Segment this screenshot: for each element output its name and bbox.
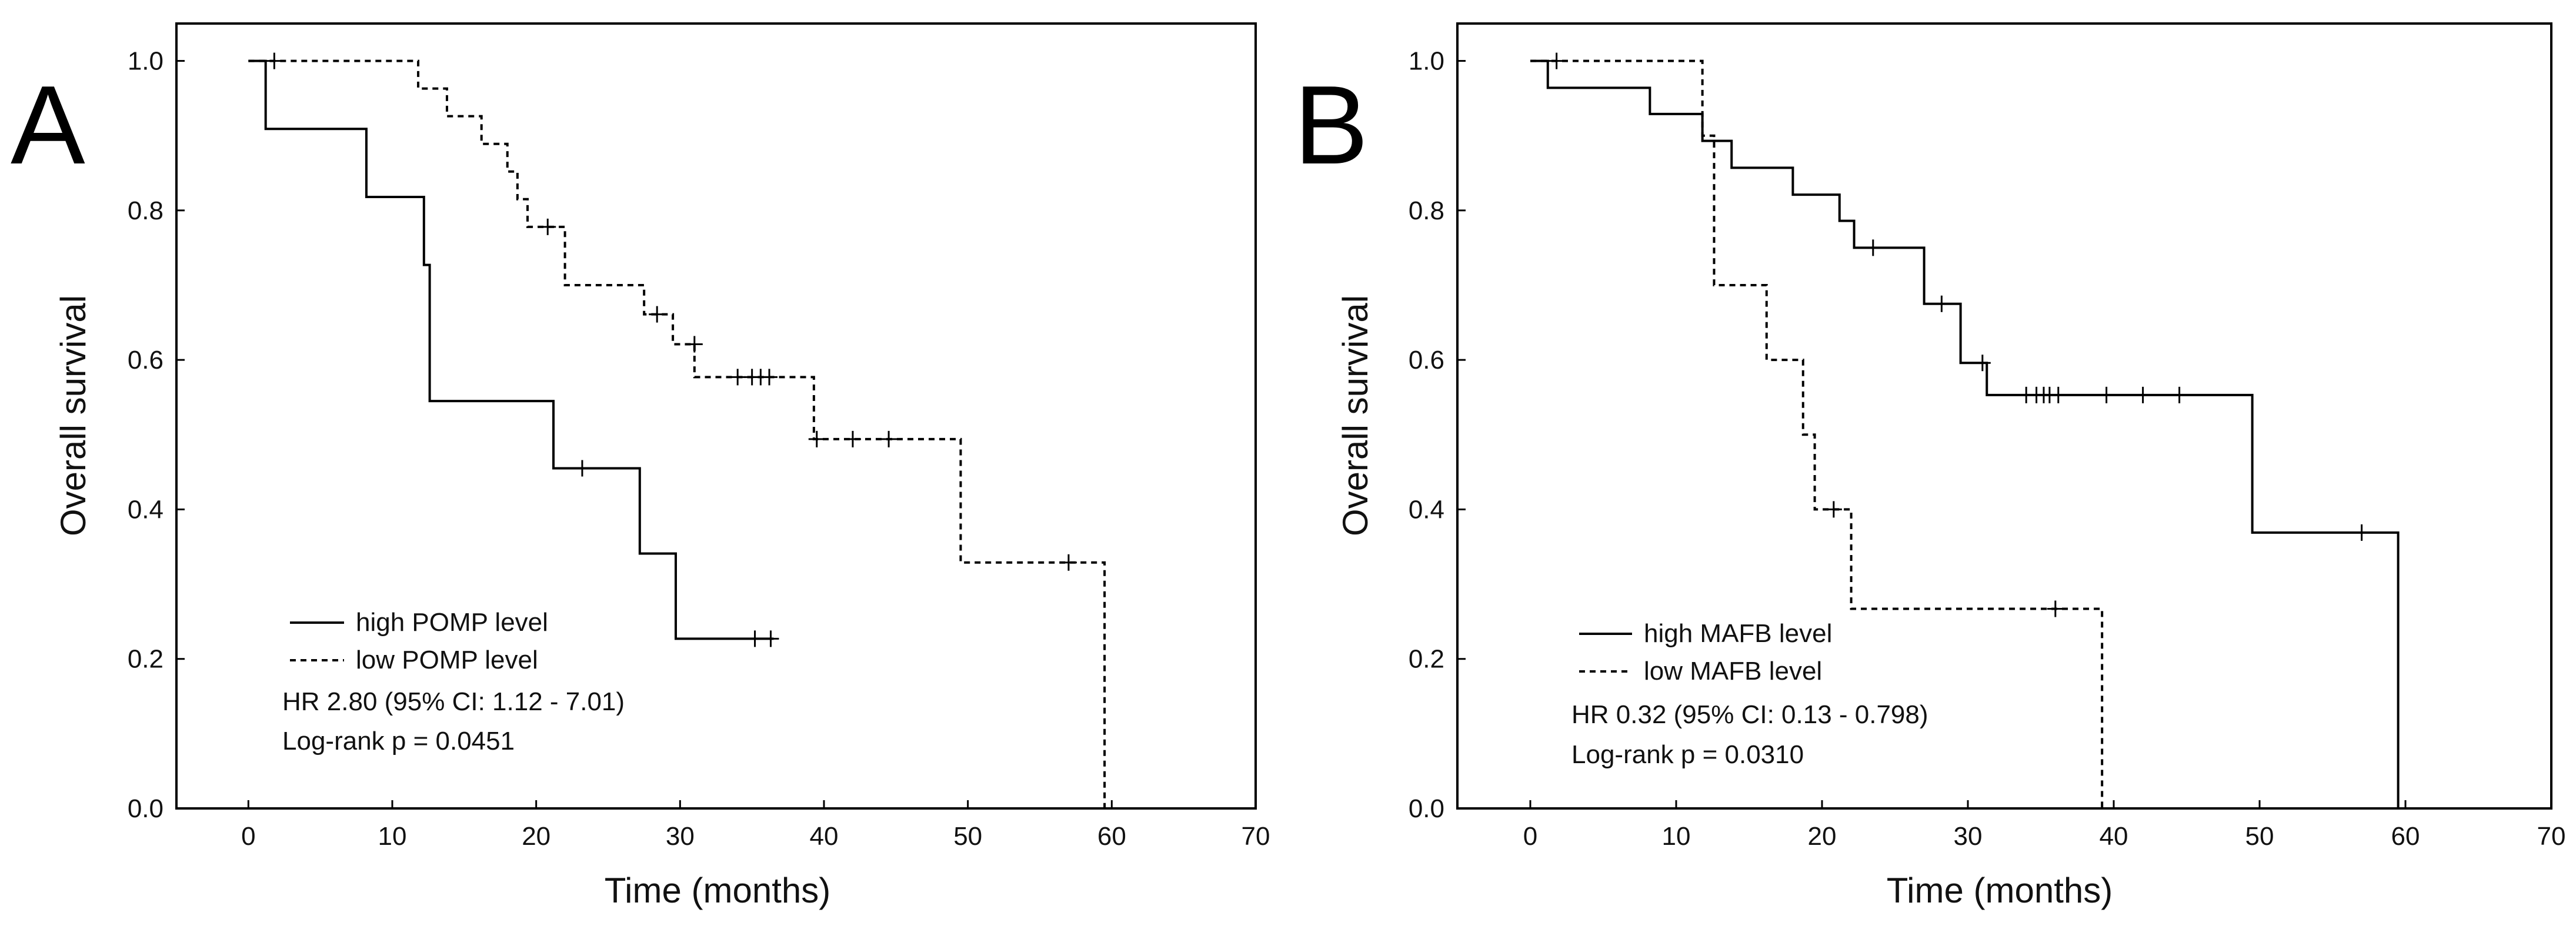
y-tick-label: 0.2 (1409, 645, 1444, 674)
censor-mark (729, 369, 746, 386)
panel-b-plot-frame (1456, 22, 2552, 810)
x-tick-label: 40 (2100, 822, 2128, 851)
x-tick-label: 60 (1097, 822, 1126, 851)
km-curve-high (1530, 59, 2400, 808)
y-tick-label: 0.2 (128, 645, 163, 674)
y-tick-label: 0.6 (1409, 346, 1444, 375)
x-tick-label: 0 (1523, 822, 1537, 851)
censor-mark (1933, 295, 1950, 312)
censor-mark (2050, 386, 2067, 403)
censor-mark (539, 218, 556, 235)
y-tick-label: 0.4 (1409, 495, 1444, 524)
panel-b-y-ticks: 0.0 0.2 0.4 0.6 0.8 1.0 (1409, 47, 1466, 823)
panel-a-y-ticks: 0.0 0.2 0.4 0.6 0.8 1.0 (128, 47, 185, 823)
y-tick-label: 0.6 (128, 346, 163, 375)
x-tick-label: 20 (1808, 822, 1837, 851)
panel-a-logrank-annotation: Log-rank p = 0.0451 (282, 727, 515, 756)
censor-mark (573, 460, 590, 477)
km-curve-high (248, 59, 774, 640)
censor-mark (808, 430, 825, 447)
y-tick-label: 0.4 (128, 495, 163, 524)
censor-mark (761, 369, 778, 386)
censor-mark (1060, 554, 1077, 571)
panel-b-legend-low: low MAFB level (1644, 657, 1822, 686)
censor-mark (2353, 524, 2370, 541)
censor-mark (1974, 355, 1991, 372)
x-tick-label: 0 (241, 822, 255, 851)
panel-a-plot-frame (175, 22, 1257, 810)
x-tick-label: 70 (1242, 822, 1270, 851)
panel-b-letter: B (1294, 63, 1369, 188)
panel-a-legend-high: high POMP level (356, 608, 548, 637)
censor-mark (880, 430, 897, 447)
censor-mark (2171, 386, 2188, 403)
panel-b-x-ticks: 0 10 20 30 40 50 60 70 (1523, 800, 2566, 851)
km-curve-low (248, 59, 1106, 808)
censor-mark (762, 630, 779, 647)
panel-b-censor-marks (1548, 52, 2370, 617)
panel-b: B 0.0 0.2 0.4 0.6 0.8 1.0 0 10 20 30 40 50 60 70 Ove… (1294, 22, 2566, 910)
censor-mark (649, 306, 666, 323)
panel-b-hr-annotation: HR 0.32 (95% CI: 0.13 - 0.798) (1571, 700, 1928, 729)
censor-mark (2047, 600, 2064, 617)
censor-mark (266, 52, 283, 69)
x-tick-label: 30 (666, 822, 695, 851)
x-tick-label: 60 (2391, 822, 2420, 851)
panel-b-x-axis-label: Time (months) (1887, 871, 2113, 910)
censor-mark (1825, 501, 1842, 518)
x-tick-label: 50 (2245, 822, 2274, 851)
panel-b-legend-high: high MAFB level (1644, 619, 1832, 648)
x-tick-label: 40 (810, 822, 839, 851)
y-tick-label: 1.0 (1409, 47, 1444, 76)
censor-mark (844, 430, 861, 447)
panel-b-y-axis-label: Overall survival (1336, 295, 1375, 536)
y-tick-label: 0.8 (128, 196, 163, 225)
censor-mark (1548, 52, 1565, 69)
panel-a-hr-annotation: HR 2.80 (95% CI: 1.12 - 7.01) (282, 687, 625, 716)
panel-a-legend-low: low POMP level (356, 646, 538, 674)
panel-a-x-axis-label: Time (months) (605, 871, 831, 910)
panel-a-censor-marks (266, 52, 1077, 647)
censor-mark (2098, 386, 2115, 403)
panel-b-curves (1530, 59, 2400, 808)
x-tick-label: 50 (953, 822, 982, 851)
censor-mark (1864, 239, 1881, 256)
y-tick-label: 0.0 (1409, 794, 1444, 823)
x-tick-label: 30 (1954, 822, 1983, 851)
km-curve-low (1530, 59, 2104, 808)
censor-mark (746, 630, 763, 647)
panel-a: A 0.0 0.2 0.4 0.6 0.8 1.0 0 10 20 30 40 50 60 70 Ove… (11, 22, 1270, 910)
y-tick-label: 0.0 (128, 794, 163, 823)
censor-mark (2134, 386, 2151, 403)
panel-a-x-ticks: 0 10 20 30 40 50 60 70 (241, 800, 1270, 851)
x-tick-label: 20 (522, 822, 550, 851)
panel-a-y-axis-label: Overall survival (54, 295, 93, 536)
x-tick-label: 70 (2537, 822, 2566, 851)
panel-b-legend: high MAFB level low MAFB level HR 0.32 (… (1571, 619, 1928, 769)
panel-a-letter: A (11, 63, 85, 188)
y-tick-label: 1.0 (128, 47, 163, 76)
panel-b-logrank-annotation: Log-rank p = 0.0310 (1571, 740, 1804, 769)
panel-a-curves (248, 59, 1106, 808)
censor-mark (686, 336, 703, 353)
y-tick-label: 0.8 (1409, 196, 1444, 225)
x-tick-label: 10 (1662, 822, 1691, 851)
x-tick-label: 10 (378, 822, 407, 851)
panel-a-legend: high POMP level low POMP level HR 2.80 (… (282, 608, 625, 756)
